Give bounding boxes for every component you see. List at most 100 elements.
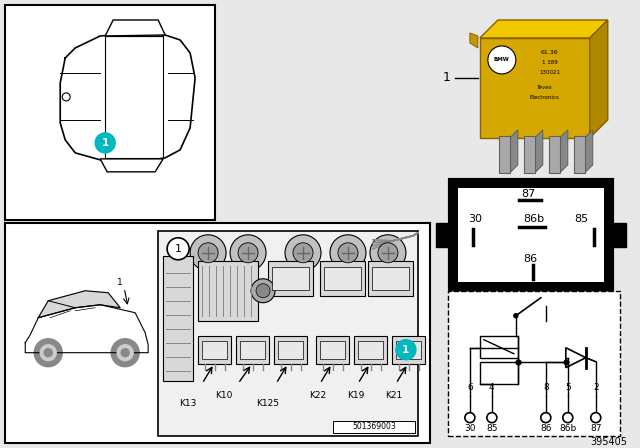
Bar (458, 188, 604, 282)
Text: 85: 85 (575, 214, 589, 224)
Bar (5, 5, 215, 220)
Text: 5: 5 (565, 383, 571, 392)
Circle shape (230, 235, 266, 271)
Circle shape (35, 339, 62, 367)
Text: 1: 1 (403, 345, 410, 355)
Polygon shape (585, 130, 593, 173)
Bar (450, 180, 612, 290)
Polygon shape (560, 130, 568, 173)
Circle shape (256, 284, 270, 298)
Bar (198, 261, 258, 321)
Circle shape (370, 235, 406, 271)
Circle shape (111, 339, 139, 367)
Circle shape (396, 340, 416, 360)
Circle shape (487, 413, 497, 422)
Bar (436, 223, 450, 247)
Polygon shape (480, 38, 590, 138)
Bar (368, 261, 413, 296)
Circle shape (514, 314, 518, 318)
Text: 87: 87 (590, 424, 602, 433)
Bar (333, 421, 415, 433)
Bar (158, 231, 418, 435)
Circle shape (488, 46, 516, 74)
Bar (524, 136, 535, 173)
Text: BMW: BMW (494, 57, 510, 62)
Circle shape (117, 345, 133, 361)
Circle shape (238, 243, 258, 263)
Text: 86b: 86b (523, 214, 544, 224)
Text: Teves: Teves (537, 86, 552, 90)
Circle shape (190, 235, 226, 271)
Bar (320, 261, 365, 296)
Circle shape (465, 413, 475, 422)
Circle shape (44, 349, 52, 357)
Circle shape (338, 243, 358, 263)
Text: 61.36: 61.36 (541, 51, 559, 56)
Text: K125: K125 (257, 399, 280, 408)
Text: 85: 85 (486, 424, 498, 433)
Text: 87: 87 (521, 189, 535, 199)
Text: K10: K10 (216, 391, 233, 400)
Polygon shape (480, 20, 608, 38)
Circle shape (330, 235, 366, 271)
Circle shape (285, 235, 321, 271)
Circle shape (198, 243, 218, 263)
Bar (163, 256, 193, 381)
Circle shape (541, 413, 551, 422)
Polygon shape (470, 33, 478, 48)
Bar (392, 336, 425, 364)
Text: 30: 30 (464, 424, 476, 433)
Polygon shape (590, 20, 608, 138)
Bar (278, 341, 303, 359)
Circle shape (563, 413, 573, 422)
Bar (354, 336, 387, 364)
Bar (274, 336, 307, 364)
Circle shape (40, 345, 56, 361)
Bar (316, 336, 349, 364)
Bar (480, 336, 518, 358)
Bar (5, 223, 430, 443)
Polygon shape (100, 159, 163, 172)
Bar (236, 336, 269, 364)
Polygon shape (535, 130, 543, 173)
Bar (324, 267, 361, 290)
Text: 1: 1 (102, 138, 109, 148)
Bar (499, 136, 510, 173)
Bar (574, 136, 585, 173)
Text: 6: 6 (467, 383, 473, 392)
Bar (272, 267, 309, 290)
Bar (320, 341, 345, 359)
Polygon shape (566, 348, 586, 368)
Text: 86: 86 (540, 424, 552, 433)
Text: 86b: 86b (559, 424, 577, 433)
Text: K22: K22 (309, 391, 326, 400)
Bar (396, 341, 421, 359)
Text: 1 389: 1 389 (542, 60, 557, 65)
Bar (372, 267, 409, 290)
Text: 30: 30 (468, 214, 482, 224)
Text: 130021: 130021 (540, 70, 560, 75)
Text: 395405: 395405 (591, 437, 628, 447)
Bar (240, 341, 265, 359)
Bar (448, 291, 620, 435)
Text: 86: 86 (523, 254, 537, 264)
Circle shape (591, 413, 601, 422)
Bar (480, 362, 518, 383)
Text: 1: 1 (117, 278, 123, 287)
Bar (612, 223, 626, 247)
Text: K21: K21 (385, 391, 403, 400)
Text: 1: 1 (175, 244, 182, 254)
Circle shape (95, 133, 115, 153)
Circle shape (251, 279, 275, 303)
Bar (198, 336, 231, 364)
Circle shape (167, 238, 189, 260)
Bar (202, 341, 227, 359)
Polygon shape (105, 20, 165, 36)
Text: K19: K19 (348, 391, 365, 400)
Polygon shape (510, 130, 518, 173)
Bar (268, 261, 313, 296)
Bar (549, 136, 560, 173)
Text: K13: K13 (179, 399, 196, 408)
Circle shape (293, 243, 313, 263)
Bar (358, 341, 383, 359)
